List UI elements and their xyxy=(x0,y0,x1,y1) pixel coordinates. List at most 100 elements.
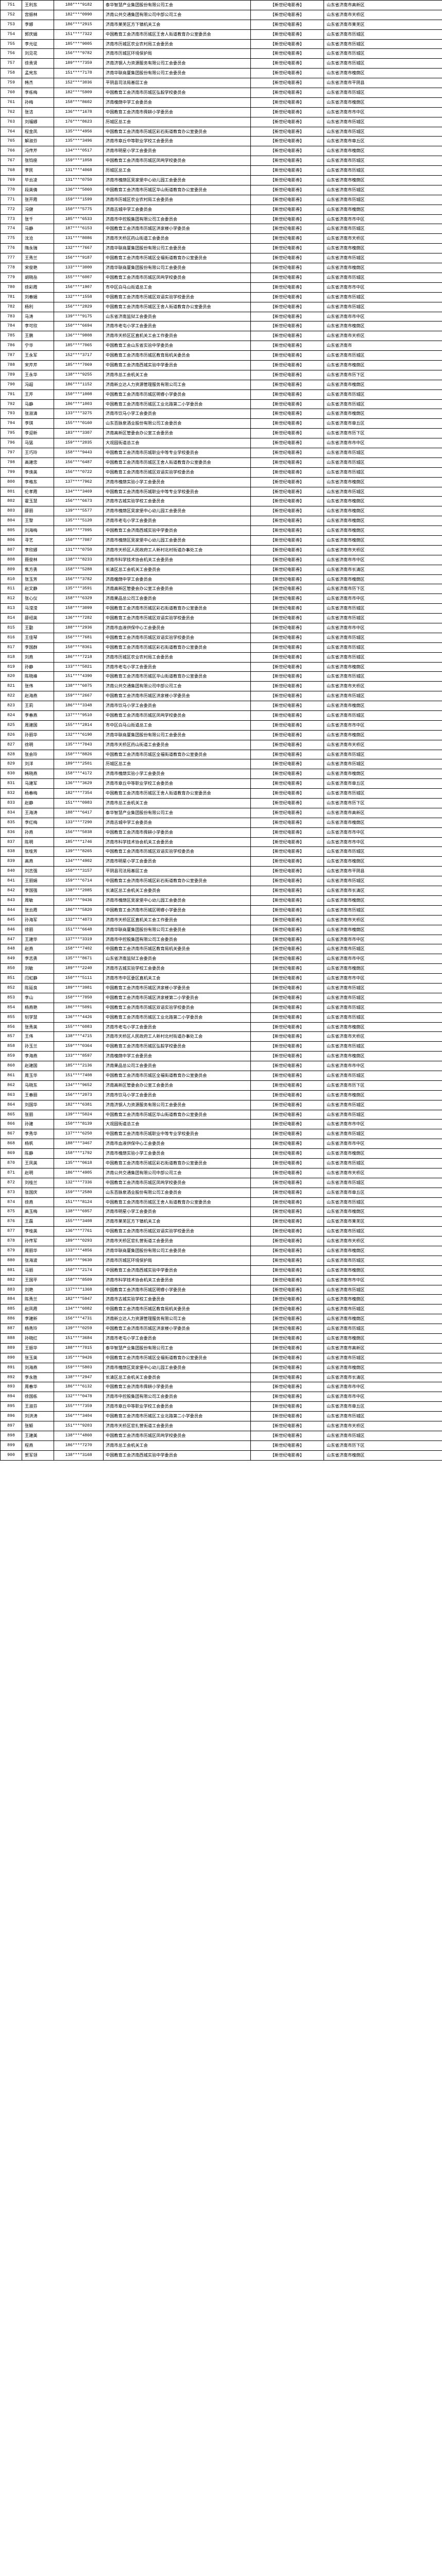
coupon-type: 【新世纪电影券】 xyxy=(250,788,324,799)
member-name: 李志勇 xyxy=(22,954,54,964)
member-region: 山东省济南市历城区 xyxy=(324,448,442,458)
row-index: 805 xyxy=(0,526,22,536)
member-name: 王丽娟 xyxy=(22,876,54,887)
union-name: 济南市老屯小学工会委员会 xyxy=(103,516,251,527)
coupon-type: 【新世纪电影券】 xyxy=(250,263,324,273)
coupon-type: 【新世纪电影券】 xyxy=(250,1333,324,1344)
table-row: 891 刘海燕 159****5803 济南市槐荫区吴家堡中心幼儿园工会委员会 【新世纪… xyxy=(0,1363,442,1373)
coupon-type: 【新世纪电影券】 xyxy=(250,1207,324,1217)
member-region: 山东省济南市槐荫区 xyxy=(324,506,442,517)
row-index: 755 xyxy=(0,39,22,49)
member-region: 山东省济南市历城区 xyxy=(324,58,442,69)
union-name: 中国教育工会济南市历城区凤鸣学校委员会 xyxy=(103,273,251,283)
member-phone: 188****2936 xyxy=(54,623,104,633)
member-name: 王鹏 xyxy=(22,331,54,342)
row-index: 766 xyxy=(0,146,22,157)
coupon-type: 【新世纪电影券】 xyxy=(250,233,324,244)
table-row: 837 陈明 185****1746 济南市科学技术协会机关工会委员会 【新世纪电影券】… xyxy=(0,837,442,848)
coupon-type: 【新世纪电影券】 xyxy=(250,448,324,458)
row-index: 809 xyxy=(0,565,22,575)
row-index: 895 xyxy=(0,1401,22,1412)
table-row: 845 孙海军 132****4073 济南市天桥区区直机关工会工作委员会 【新世纪电影… xyxy=(0,915,442,925)
union-name: 中国教育工会济南市历城区凤鸣学校委员会 xyxy=(103,710,251,721)
table-row: 760 李栋梅 182****5909 中国教育工会济南市历城区弘毅学校委员会 【新世纪… xyxy=(0,88,442,98)
union-name: 济南市血液供保中心工会委员会 xyxy=(103,1139,251,1149)
member-region: 山东省济南市历城区 xyxy=(324,759,442,770)
union-name: 市中区白马山街道总工会 xyxy=(103,720,251,731)
row-index: 775 xyxy=(0,233,22,244)
member-phone: 182****0990 xyxy=(54,10,104,20)
row-index: 871 xyxy=(0,1168,22,1178)
member-name: 胡晓岳 xyxy=(22,273,54,283)
coupon-recipients-table: 751 王利东 188****9182 泰华智慧产业集团股份有限公司工会 【新世纪电影券… xyxy=(0,0,442,1461)
coupon-type: 【新世纪电影券】 xyxy=(250,954,324,964)
member-phone: 133****3000 xyxy=(54,263,104,273)
member-name: 高建忠 xyxy=(22,457,54,468)
table-row: 796 马猛 159****2035 大观园街道总工会 【新世纪电影券】 山东省济南市市中… xyxy=(0,438,442,448)
row-index: 784 xyxy=(0,321,22,332)
union-name: 济南新立达人力资源管理服务有限公司工会 xyxy=(103,1314,251,1325)
row-index: 854 xyxy=(0,1003,22,1013)
member-phone: 185****2136 xyxy=(54,1061,104,1071)
coupon-type: 【新世纪电影券】 xyxy=(250,58,324,69)
member-name: 段英倩 xyxy=(22,185,54,195)
union-name: 济南市明星小学工会委员会 xyxy=(103,146,251,157)
row-index: 817 xyxy=(0,642,22,653)
member-phone: 136****1678 xyxy=(54,107,104,117)
coupon-type: 【新世纪电影券】 xyxy=(250,671,324,682)
member-phone: 158****4172 xyxy=(54,769,104,779)
member-region: 山东省济南市历城区 xyxy=(324,273,442,283)
row-index: 893 xyxy=(0,1382,22,1393)
member-region: 山东省济南市市中区 xyxy=(324,1061,442,1071)
member-region: 山东省济南市市中区 xyxy=(324,555,442,565)
union-name: 济南市明星小学工会委员会 xyxy=(103,1207,251,1217)
coupon-type: 【新世纪电影券】 xyxy=(250,20,324,30)
member-phone: 186****6132 xyxy=(54,1382,104,1393)
row-index: 859 xyxy=(0,1051,22,1062)
coupon-type: 【新世纪电影券】 xyxy=(250,487,324,497)
union-name: 济南高新区管委会办公室工会委员会 xyxy=(103,428,251,439)
coupon-type: 【新世纪电影券】 xyxy=(250,895,324,906)
member-region: 山东省济南市槐荫区 xyxy=(324,477,442,487)
union-name: 济南华联商厦集团股份有限公司工会委员会 xyxy=(103,1246,251,1256)
coupon-type: 【新世纪电影券】 xyxy=(250,1119,324,1130)
union-name: 济南市饮马小学工会委员会 xyxy=(103,701,251,711)
coupon-type: 【新世纪电影券】 xyxy=(250,594,324,604)
row-index: 845 xyxy=(0,915,22,925)
union-name: 中国教育工会济南市历城区双语实验学校委员会 xyxy=(103,846,251,857)
member-region: 山东省济南市历城区 xyxy=(324,399,442,410)
member-phone: 189****2240 xyxy=(54,963,104,974)
member-name: 张玉芳 xyxy=(22,574,54,585)
row-index: 869 xyxy=(0,1148,22,1159)
member-region: 山东省济南市历城区 xyxy=(324,1100,442,1110)
row-index: 872 xyxy=(0,1178,22,1188)
row-index: 851 xyxy=(0,973,22,984)
coupon-type: 【新世纪电影券】 xyxy=(250,350,324,361)
member-phone: 133****4856 xyxy=(54,1246,104,1256)
table-row: 831 马建军 136****3629 济南市章丘中等职业学校工会委员会 【新世纪电影券… xyxy=(0,778,442,789)
row-index: 796 xyxy=(0,438,22,448)
member-region: 山东省济南市历城区 xyxy=(324,292,442,302)
union-name: 中国教育工会济南市历城区彩石街道教育办公室委员会 xyxy=(103,876,251,887)
member-region: 山东省济南市历城区 xyxy=(324,350,442,361)
member-phone: 156****2073 xyxy=(54,1090,104,1100)
member-region: 山东省济南市历城区 xyxy=(324,1256,442,1266)
table-row: 794 李琪 155****0160 山东百脉泉酒业股份有限公司工会委员会 【新世纪电影… xyxy=(0,418,442,429)
row-index: 798 xyxy=(0,457,22,468)
row-index: 841 xyxy=(0,876,22,887)
row-index: 801 xyxy=(0,487,22,497)
table-row: 758 孟宪东 151****7178 济南华联商厦集团股份有限公司工会委员会 【新世纪… xyxy=(0,68,442,79)
row-index: 806 xyxy=(0,535,22,546)
member-phone: 134****0517 xyxy=(54,146,104,157)
member-phone: 186****7270 xyxy=(54,1440,104,1451)
member-phone: 137****7962 xyxy=(54,477,104,487)
member-region: 山东省济南市历城区 xyxy=(324,652,442,663)
member-name: 王伟 xyxy=(22,1031,54,1042)
union-name: 中国教育工会济南市历城区教育局机关委员会 xyxy=(103,1304,251,1315)
coupon-type: 【新世纪电影券】 xyxy=(250,1188,324,1198)
row-index: 889 xyxy=(0,1343,22,1353)
member-phone: 155****0160 xyxy=(54,418,104,429)
member-name: 杨帆 xyxy=(22,1139,54,1149)
member-name: 张颖 xyxy=(22,1421,54,1431)
table-row: 864 刘国华 182****6381 济南济钢人力资源服务有限公司工会委员会 【新世纪… xyxy=(0,1100,442,1110)
